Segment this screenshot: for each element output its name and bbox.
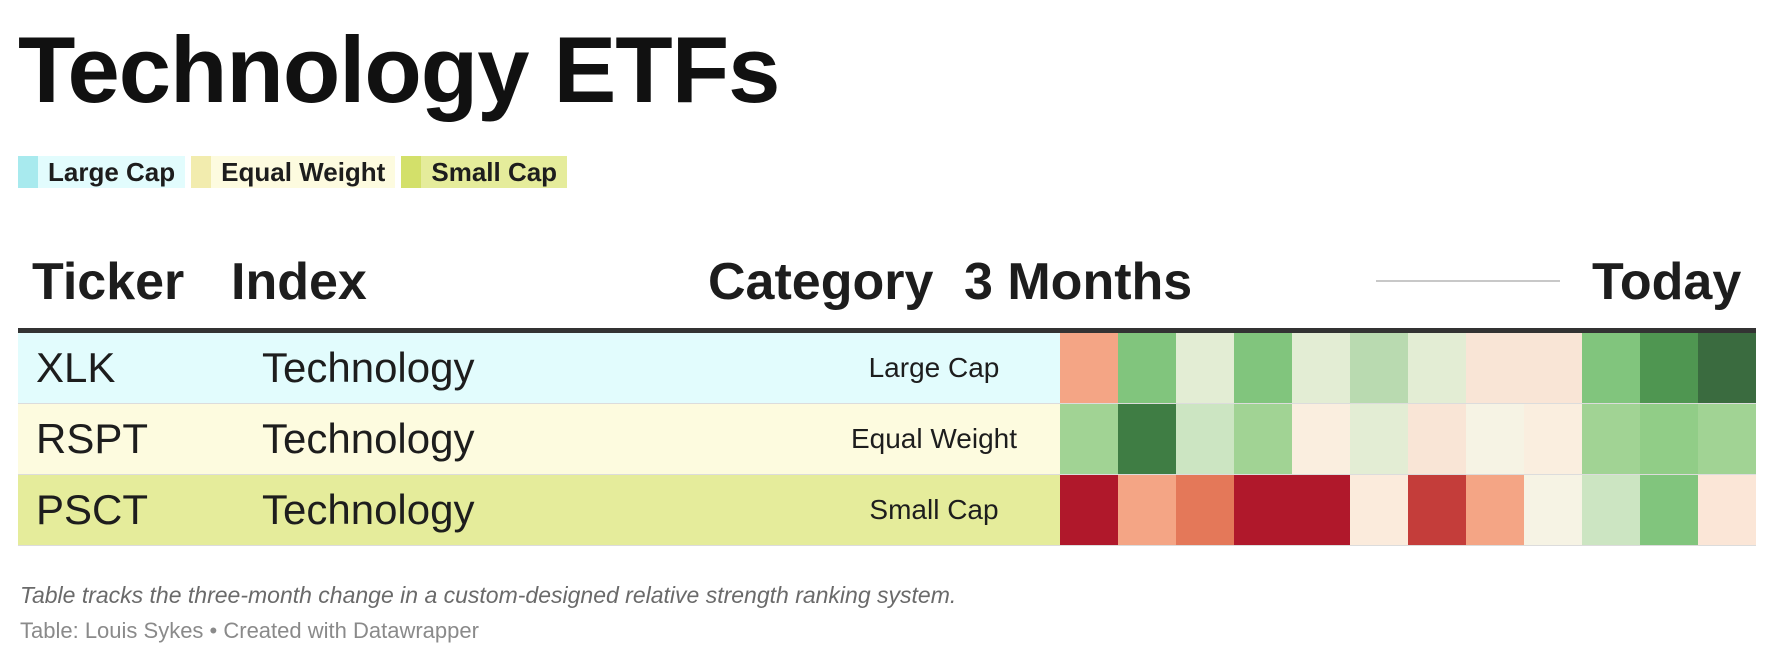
heat-cell [1408, 333, 1466, 403]
heat-cell [1524, 333, 1582, 403]
heat-cell [1582, 404, 1640, 474]
heat-cell [1060, 333, 1118, 403]
header-today: Today [1592, 253, 1742, 311]
legend: Large Cap Equal Weight Small Cap [18, 156, 568, 188]
header-3-months: 3 Months [964, 253, 1193, 311]
legend-swatch-small-cap [401, 156, 422, 188]
ticker-cell: PSCT [36, 486, 149, 533]
heat-cell [1176, 404, 1234, 474]
table-body: XLK Technology Large Cap RSPT Technology Equa… [18, 333, 1756, 546]
heat-cell [1582, 475, 1640, 545]
heat-strip [1060, 475, 1756, 545]
legend-item-equal-weight: Equal Weight [191, 156, 396, 188]
legend-swatch-equal-weight [191, 156, 212, 188]
header-index: Index [231, 253, 367, 311]
header-category: Category [708, 253, 934, 311]
heat-cell [1350, 333, 1408, 403]
heat-cell [1292, 475, 1350, 545]
heat-cell [1118, 404, 1176, 474]
heat-cell [1466, 475, 1524, 545]
heat-cell [1234, 333, 1292, 403]
heat-cell [1466, 333, 1524, 403]
heat-cell [1350, 475, 1408, 545]
ticker-cell: XLK [36, 344, 116, 391]
heat-cell [1234, 475, 1292, 545]
table-header: Ticker Index Category 3 Months Today [18, 240, 1756, 326]
table-row: XLK Technology Large Cap [18, 333, 1756, 404]
table-note: Table tracks the three-month change in a… [20, 582, 957, 608]
category-cell: Small Cap [869, 494, 999, 525]
legend-item-small-cap: Small Cap [401, 156, 568, 188]
heat-cell [1466, 404, 1524, 474]
table-source: Table: Louis Sykes • Created with Datawr… [20, 618, 479, 643]
header-rule [18, 328, 1756, 333]
heat-cell [1408, 404, 1466, 474]
heat-cell [1176, 475, 1234, 545]
heat-cell [1698, 333, 1756, 403]
index-cell: Technology [262, 415, 475, 462]
category-cell: Equal Weight [850, 423, 1018, 454]
legend-label-small-cap: Small Cap [431, 156, 558, 187]
heat-cell [1060, 475, 1118, 545]
heat-cell [1408, 475, 1466, 545]
header-timeline-line [1376, 280, 1560, 282]
index-cell: Technology [262, 344, 475, 391]
ticker-cell: RSPT [36, 415, 149, 462]
heat-cell [1640, 333, 1698, 403]
heat-cell [1640, 404, 1698, 474]
heat-cell [1582, 333, 1640, 403]
heat-cell [1118, 475, 1176, 545]
heat-strip [1060, 404, 1756, 474]
legend-label-large-cap: Large Cap [48, 156, 176, 187]
heat-cell [1524, 404, 1582, 474]
legend-swatch-large-cap [18, 156, 38, 188]
heat-cell [1234, 404, 1292, 474]
heat-cell [1350, 404, 1408, 474]
heat-cell [1118, 333, 1176, 403]
heat-cell [1292, 333, 1350, 403]
index-cell: Technology [262, 486, 475, 533]
legend-item-large-cap: Large Cap [18, 156, 186, 188]
heat-cell [1176, 333, 1234, 403]
chart-title: Technology ETFs [18, 17, 780, 122]
heat-cell [1060, 404, 1118, 474]
heat-cell [1698, 404, 1756, 474]
heat-cell [1524, 475, 1582, 545]
table-row: PSCT Technology Small Cap [18, 475, 1756, 546]
heat-cell [1292, 404, 1350, 474]
category-cell: Large Cap [868, 352, 1000, 383]
table-row: RSPT Technology Equal Weight [18, 404, 1756, 475]
heat-cell [1640, 475, 1698, 545]
heat-strip [1060, 333, 1756, 403]
heat-cell [1698, 475, 1756, 545]
legend-label-equal-weight: Equal Weight [221, 156, 386, 187]
header-ticker: Ticker [32, 253, 185, 311]
